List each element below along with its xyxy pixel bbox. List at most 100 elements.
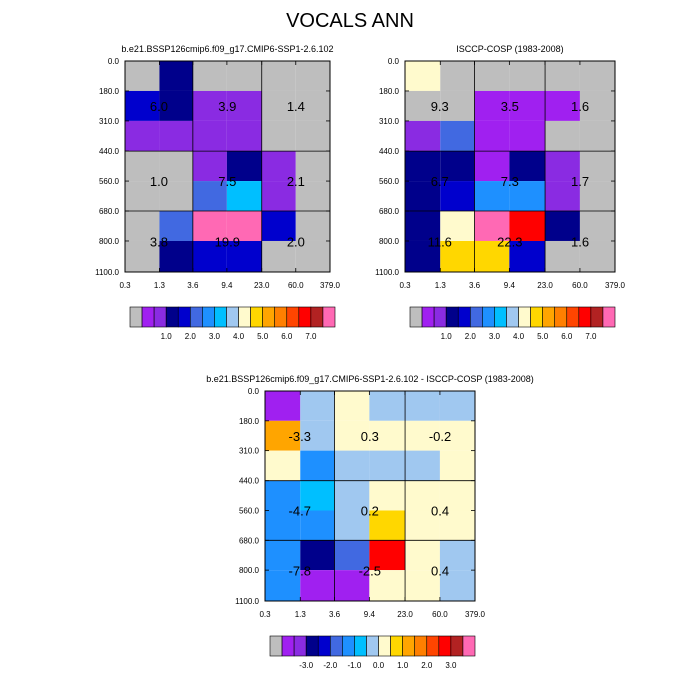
colorbar-swatch bbox=[457, 306, 471, 328]
box-value-label: 3.8 bbox=[150, 235, 168, 250]
heatmap-cell bbox=[125, 240, 160, 273]
heatmap-cell bbox=[579, 181, 615, 212]
colorbar-label: 2.0 bbox=[421, 661, 433, 670]
colorbar-swatch bbox=[269, 635, 283, 657]
box-value-label: 0.2 bbox=[361, 503, 379, 518]
y-tick-label: 680.0 bbox=[379, 207, 400, 216]
heatmap-cell bbox=[159, 211, 193, 241]
y-tick-label: 0.0 bbox=[248, 387, 260, 396]
box-value-label: 6.0 bbox=[150, 99, 168, 114]
y-tick-label: 1100.0 bbox=[235, 597, 259, 606]
box-value-label: 1.6 bbox=[571, 99, 589, 114]
colorbar-swatch bbox=[445, 306, 459, 328]
heatmap-cell bbox=[334, 420, 370, 451]
heatmap-cell bbox=[579, 120, 615, 152]
heatmap-cell bbox=[439, 450, 475, 481]
heatmap-cell bbox=[125, 90, 160, 121]
colorbar-swatch bbox=[494, 306, 507, 328]
page-title: VOCALS ANN bbox=[286, 10, 414, 32]
y-tick-label: 180.0 bbox=[99, 87, 120, 96]
heatmap-cell bbox=[545, 181, 580, 212]
box-value-label: 0.3 bbox=[361, 429, 379, 444]
y-tick-label: 800.0 bbox=[99, 237, 120, 246]
heatmap-cell bbox=[300, 420, 335, 451]
x-tick-label: 60.0 bbox=[288, 281, 304, 290]
colorbar-label: 4.0 bbox=[513, 332, 525, 341]
colorbar-swatch bbox=[366, 635, 379, 657]
colorbar-label: -3.0 bbox=[299, 661, 313, 670]
heatmap-cell bbox=[261, 61, 296, 91]
heatmap-cell bbox=[474, 240, 510, 273]
y-tick-label: 1100.0 bbox=[375, 268, 399, 277]
colorbar-swatch bbox=[329, 635, 343, 657]
heatmap-cell bbox=[295, 90, 331, 121]
heatmap-cell bbox=[405, 420, 440, 451]
heatmap-cell bbox=[545, 240, 580, 273]
y-tick-label: 560.0 bbox=[99, 177, 120, 186]
heatmap-cell bbox=[439, 480, 475, 511]
colorbar-swatch bbox=[342, 635, 355, 657]
heatmap-cell bbox=[405, 211, 441, 241]
box-value-label: 6.7 bbox=[431, 174, 449, 189]
heatmap-cell bbox=[159, 240, 193, 273]
heatmap-cell bbox=[295, 181, 331, 212]
box-value-label: 11.6 bbox=[428, 235, 452, 250]
colorbar-swatch bbox=[141, 306, 155, 328]
heatmap-cell bbox=[474, 211, 510, 241]
heatmap-cell bbox=[265, 450, 301, 481]
panel-title: b.e21.BSSP126cmip6.f09_g17.CMIP6-SSP1-2.… bbox=[121, 44, 333, 54]
x-tick-label: 1.3 bbox=[435, 281, 447, 290]
heatmap-cell bbox=[334, 510, 370, 541]
heatmap-cell bbox=[405, 480, 440, 511]
colorbar-label: -1.0 bbox=[348, 661, 362, 670]
heatmap-cell bbox=[295, 151, 331, 182]
heatmap-cell bbox=[300, 450, 335, 481]
heatmap-cell bbox=[125, 211, 160, 241]
y-tick-label: 800.0 bbox=[239, 566, 260, 575]
box-value-label: 0.4 bbox=[431, 503, 449, 518]
colorbar-swatch bbox=[390, 635, 403, 657]
heatmap-cell bbox=[439, 391, 475, 421]
colorbar-swatch bbox=[409, 306, 423, 328]
heatmap-cell bbox=[509, 211, 546, 241]
x-tick-label: 1.3 bbox=[295, 610, 307, 619]
y-tick-label: 310.0 bbox=[99, 117, 120, 126]
colorbar-swatch bbox=[274, 306, 288, 328]
colorbar-swatch bbox=[590, 306, 604, 328]
colorbar-swatch bbox=[566, 306, 580, 328]
heatmap-cell bbox=[265, 480, 301, 511]
colorbar-label: 0.0 bbox=[373, 661, 385, 670]
heatmap-cell bbox=[405, 240, 441, 273]
heatmap-cell bbox=[300, 540, 335, 571]
y-tick-label: 310.0 bbox=[379, 117, 400, 126]
heatmap-cell bbox=[509, 181, 546, 212]
colorbar-label: 7.0 bbox=[585, 332, 597, 341]
x-tick-label: 9.4 bbox=[221, 281, 233, 290]
colorbar-label: 1.0 bbox=[441, 332, 453, 341]
colorbar-swatch bbox=[226, 306, 239, 328]
colorbar-label: 4.0 bbox=[233, 332, 245, 341]
heatmap-cell bbox=[265, 540, 301, 571]
heatmap-cell bbox=[474, 90, 510, 121]
heatmap-cell bbox=[334, 480, 370, 511]
heatmap-cell bbox=[159, 90, 193, 121]
heatmap-cell bbox=[125, 61, 160, 91]
heatmap-cell bbox=[474, 151, 510, 182]
colorbar-label: 2.0 bbox=[465, 332, 477, 341]
heatmap-cell bbox=[369, 420, 406, 451]
heatmap-cell bbox=[125, 181, 160, 212]
colorbar-label: 3.0 bbox=[489, 332, 501, 341]
colorbar-swatch bbox=[281, 635, 295, 657]
colorbar-swatch bbox=[322, 306, 336, 328]
colorbar-label: 7.0 bbox=[305, 332, 317, 341]
box-value-label: 1.7 bbox=[571, 174, 589, 189]
heatmap-cell bbox=[474, 61, 510, 91]
box-value-label: -0.2 bbox=[429, 429, 451, 444]
colorbar-swatch bbox=[153, 306, 167, 328]
y-tick-label: 560.0 bbox=[239, 506, 260, 515]
heatmap-cell bbox=[509, 151, 546, 182]
heatmap-cell bbox=[334, 391, 370, 421]
heatmap-cell bbox=[579, 151, 615, 182]
heatmap-cell bbox=[440, 240, 475, 273]
colorbar-swatch bbox=[554, 306, 568, 328]
